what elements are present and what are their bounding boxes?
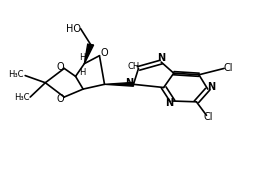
Polygon shape [104, 82, 134, 86]
Text: O: O [101, 48, 108, 58]
Text: HO: HO [66, 24, 81, 34]
Text: N: N [157, 53, 165, 63]
Text: O: O [57, 94, 64, 104]
Text: Cl: Cl [224, 63, 234, 73]
Text: H: H [79, 68, 85, 77]
Text: CH: CH [128, 62, 140, 71]
Text: N: N [207, 82, 216, 93]
Text: N: N [125, 78, 133, 88]
Text: H₃C: H₃C [14, 93, 29, 102]
Text: O: O [57, 62, 64, 72]
Polygon shape [84, 44, 94, 64]
Text: N: N [165, 98, 173, 108]
Text: H₃C: H₃C [9, 70, 24, 79]
Text: Cl: Cl [203, 112, 212, 122]
Text: H: H [79, 53, 85, 62]
